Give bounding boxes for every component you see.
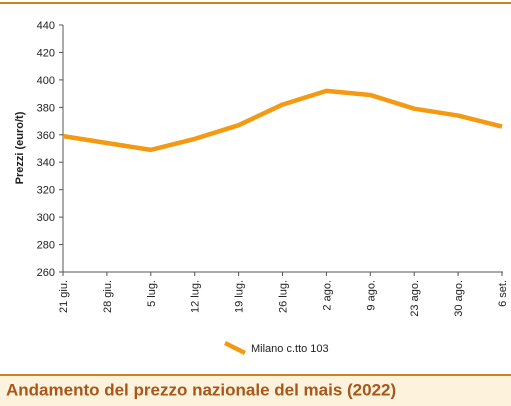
- series-line: [62, 88, 503, 153]
- legend-swatch: [223, 340, 247, 356]
- y-tick-label: 300: [37, 212, 55, 224]
- title-band: [0, 375, 511, 406]
- x-tick-label: 12 lug.: [190, 280, 202, 313]
- x-tick-label: 9 ago.: [365, 280, 377, 311]
- y-tick-label: 320: [37, 185, 55, 197]
- x-tick-label: 26 lug.: [278, 280, 290, 313]
- y-tick-label: 380: [37, 102, 55, 114]
- y-axis-label: Prezzi (euro/t): [14, 111, 26, 184]
- x-tick-label: 6 set.: [497, 280, 509, 307]
- x-tick-label: 30 ago.: [453, 280, 465, 317]
- legend-label: Milano c.tto 103: [251, 343, 329, 355]
- y-tick-label: 440: [37, 20, 55, 32]
- y-tick-label: 280: [37, 240, 55, 252]
- y-tick-label: 260: [37, 267, 55, 279]
- x-tick-label: 5 lug.: [146, 280, 158, 307]
- y-tick-label: 400: [37, 75, 55, 87]
- y-tick-label: 360: [37, 130, 55, 142]
- x-tick-label: 23 ago.: [409, 280, 421, 317]
- y-tick-label: 340: [37, 157, 55, 169]
- x-tick-label: 28 giu.: [102, 280, 114, 313]
- x-tick-label: 2 ago.: [321, 280, 333, 311]
- x-tick-label: 19 lug.: [234, 280, 246, 313]
- y-tick-label: 420: [37, 47, 55, 59]
- chart-title: Andamento del prezzo nazionale del mais …: [6, 380, 396, 399]
- x-tick-label: 21 giu.: [58, 280, 70, 313]
